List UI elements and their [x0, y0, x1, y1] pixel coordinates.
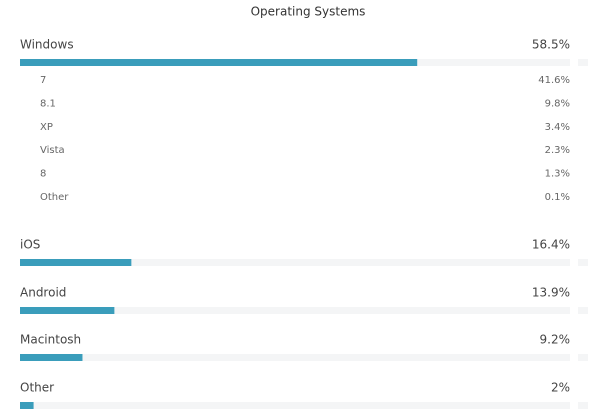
detail-share: 1.3% [545, 169, 570, 180]
detail-share: 41.6% [538, 75, 570, 86]
category-label: iOS [20, 238, 40, 252]
bar-track [20, 402, 570, 409]
detail-label: Other [40, 192, 69, 203]
bar [20, 259, 132, 266]
detail-share: 0.1% [545, 192, 570, 203]
detail-share: 9.8% [545, 98, 570, 109]
bar-track-end [578, 402, 588, 409]
value-label: 9.2% [540, 333, 571, 347]
bar-track [20, 259, 570, 266]
bar-track [20, 354, 570, 361]
chart-title: Operating Systems [251, 5, 366, 19]
value-label: 13.9% [532, 286, 570, 300]
bar-track-end [578, 59, 588, 66]
category-label: Windows [20, 38, 74, 52]
bar-track-end [578, 307, 588, 314]
value-label: 58.5% [532, 38, 570, 52]
detail-share: 3.4% [545, 122, 570, 133]
value-label: 16.4% [532, 238, 570, 252]
bar [20, 402, 34, 409]
bar-track [20, 307, 570, 314]
bar [20, 59, 418, 66]
category-label: Other [20, 381, 54, 395]
bar [20, 307, 115, 314]
category-label: Macintosh [20, 333, 81, 347]
category-label: Android [20, 286, 66, 300]
detail-label: 8.1 [40, 98, 56, 109]
detail-label: 7 [40, 75, 46, 86]
detail-label: Vista [40, 145, 65, 156]
detail-share: 2.3% [545, 145, 570, 156]
detail-label: 8 [40, 169, 46, 180]
bar [20, 354, 83, 361]
detail-label: XP [40, 122, 53, 133]
bar-track-end [578, 259, 588, 266]
bar-track-end [578, 354, 588, 361]
value-label: 2% [551, 381, 570, 395]
